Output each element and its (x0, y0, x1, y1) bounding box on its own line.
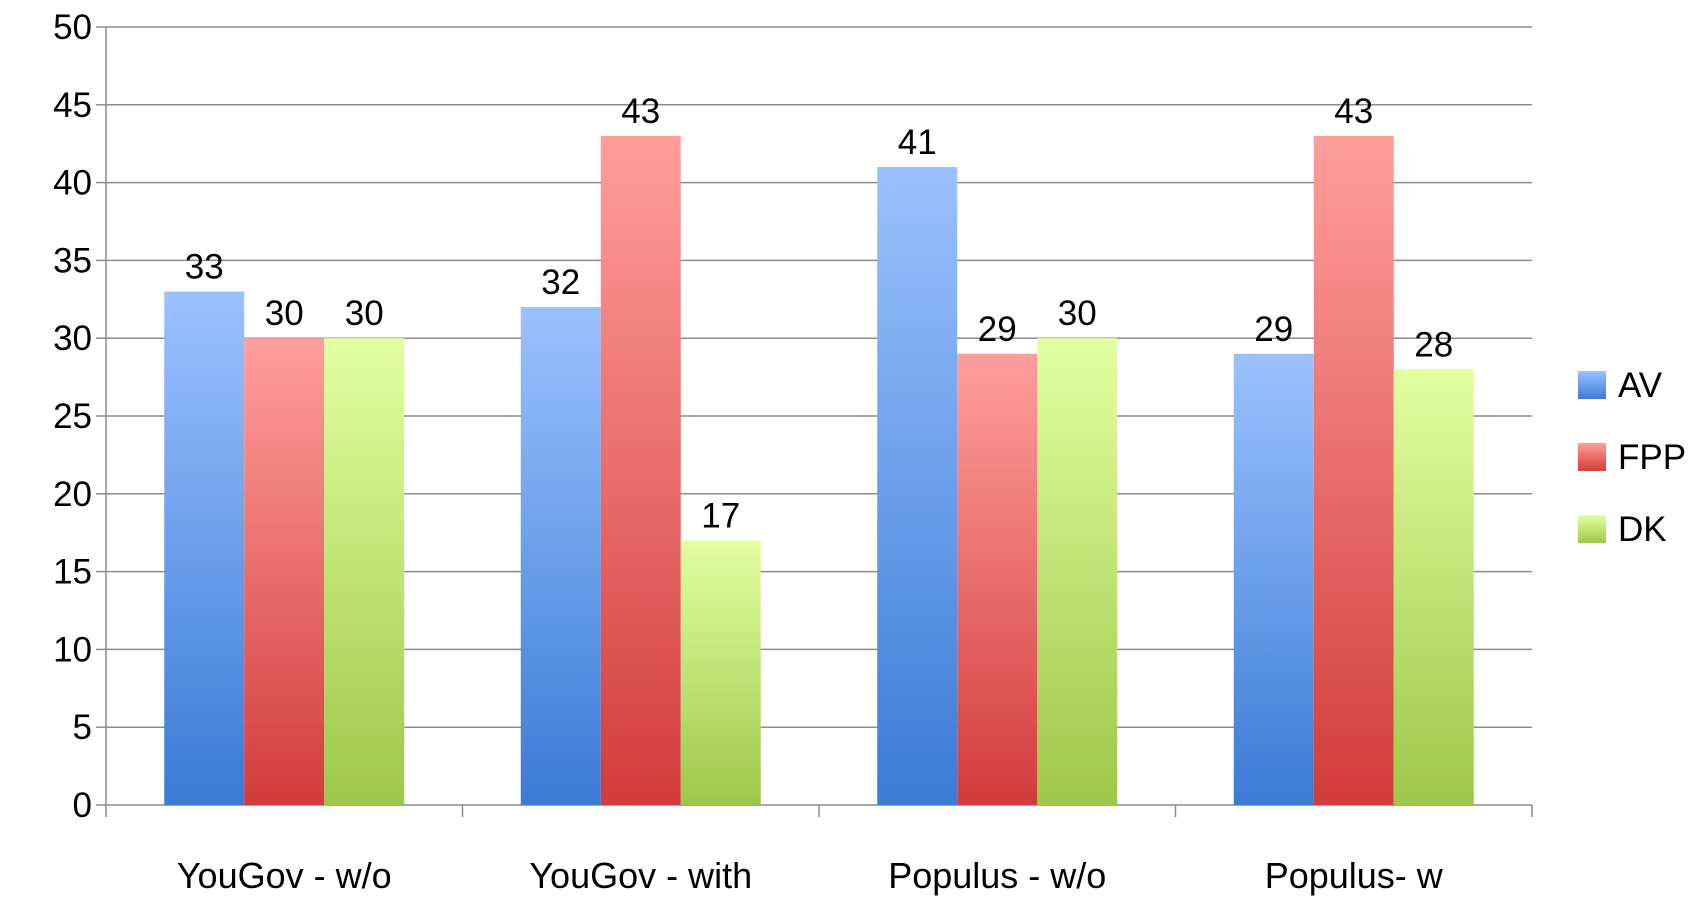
bar-fpp (1313, 135, 1394, 806)
y-tick-label: 25 (53, 397, 92, 436)
bar-av (1233, 353, 1314, 805)
bar-av (164, 291, 245, 805)
data-label: 41 (898, 123, 937, 162)
data-label: 30 (265, 294, 304, 333)
data-label: 43 (1334, 92, 1373, 131)
bar-dk (680, 540, 761, 805)
data-labels: 33 30 30 32 43 17 41 29 30 29 43 28 (185, 92, 1453, 536)
x-category-label: YouGov - w/o (177, 855, 392, 896)
legend-swatch-fpp (1578, 443, 1606, 471)
data-label: 33 (185, 248, 224, 287)
data-label: 29 (978, 310, 1017, 349)
y-tick-label: 0 (73, 786, 92, 825)
bar-fpp (600, 135, 681, 806)
legend-swatch-dk (1578, 515, 1606, 543)
bar-dk (1393, 369, 1474, 805)
legend-label: FPP (1618, 438, 1686, 477)
data-label: 30 (345, 294, 384, 333)
y-tick-label: 10 (53, 630, 92, 669)
y-tick-label: 35 (53, 241, 92, 280)
x-category-label: Populus - w/o (888, 855, 1106, 896)
data-label: 29 (1254, 310, 1293, 349)
bars (164, 135, 1474, 806)
x-category-label: Populus- w (1265, 855, 1444, 896)
data-label: 30 (1058, 294, 1097, 333)
x-category-label: YouGov - with (529, 855, 752, 896)
y-tick-label: 30 (53, 319, 92, 358)
data-label: 17 (701, 496, 740, 535)
legend: AV FPP DK (1578, 366, 1686, 549)
data-label: 43 (621, 92, 660, 131)
legend-swatch-av (1578, 371, 1606, 399)
legend-label: DK (1618, 510, 1667, 549)
bar-dk (1037, 338, 1118, 805)
y-tick-label: 20 (53, 475, 92, 514)
bar-fpp (244, 338, 325, 805)
bar-dk (324, 338, 405, 805)
bar-av (877, 167, 958, 806)
bar-fpp (957, 353, 1038, 805)
y-tick-label: 15 (53, 553, 92, 592)
y-tick-label: 40 (53, 164, 92, 203)
y-tick-label: 45 (53, 86, 92, 125)
x-axis: YouGov - w/o YouGov - with Populus - w/o Po… (105, 804, 1533, 896)
y-axis: 0 5 10 15 20 25 30 35 40 45 50 (53, 8, 107, 825)
y-tick-label: 50 (53, 8, 92, 47)
data-label: 28 (1414, 325, 1453, 364)
legend-label: AV (1618, 366, 1663, 405)
bar-av (520, 307, 601, 805)
data-label: 32 (541, 263, 580, 302)
y-tick-label: 5 (73, 708, 92, 747)
